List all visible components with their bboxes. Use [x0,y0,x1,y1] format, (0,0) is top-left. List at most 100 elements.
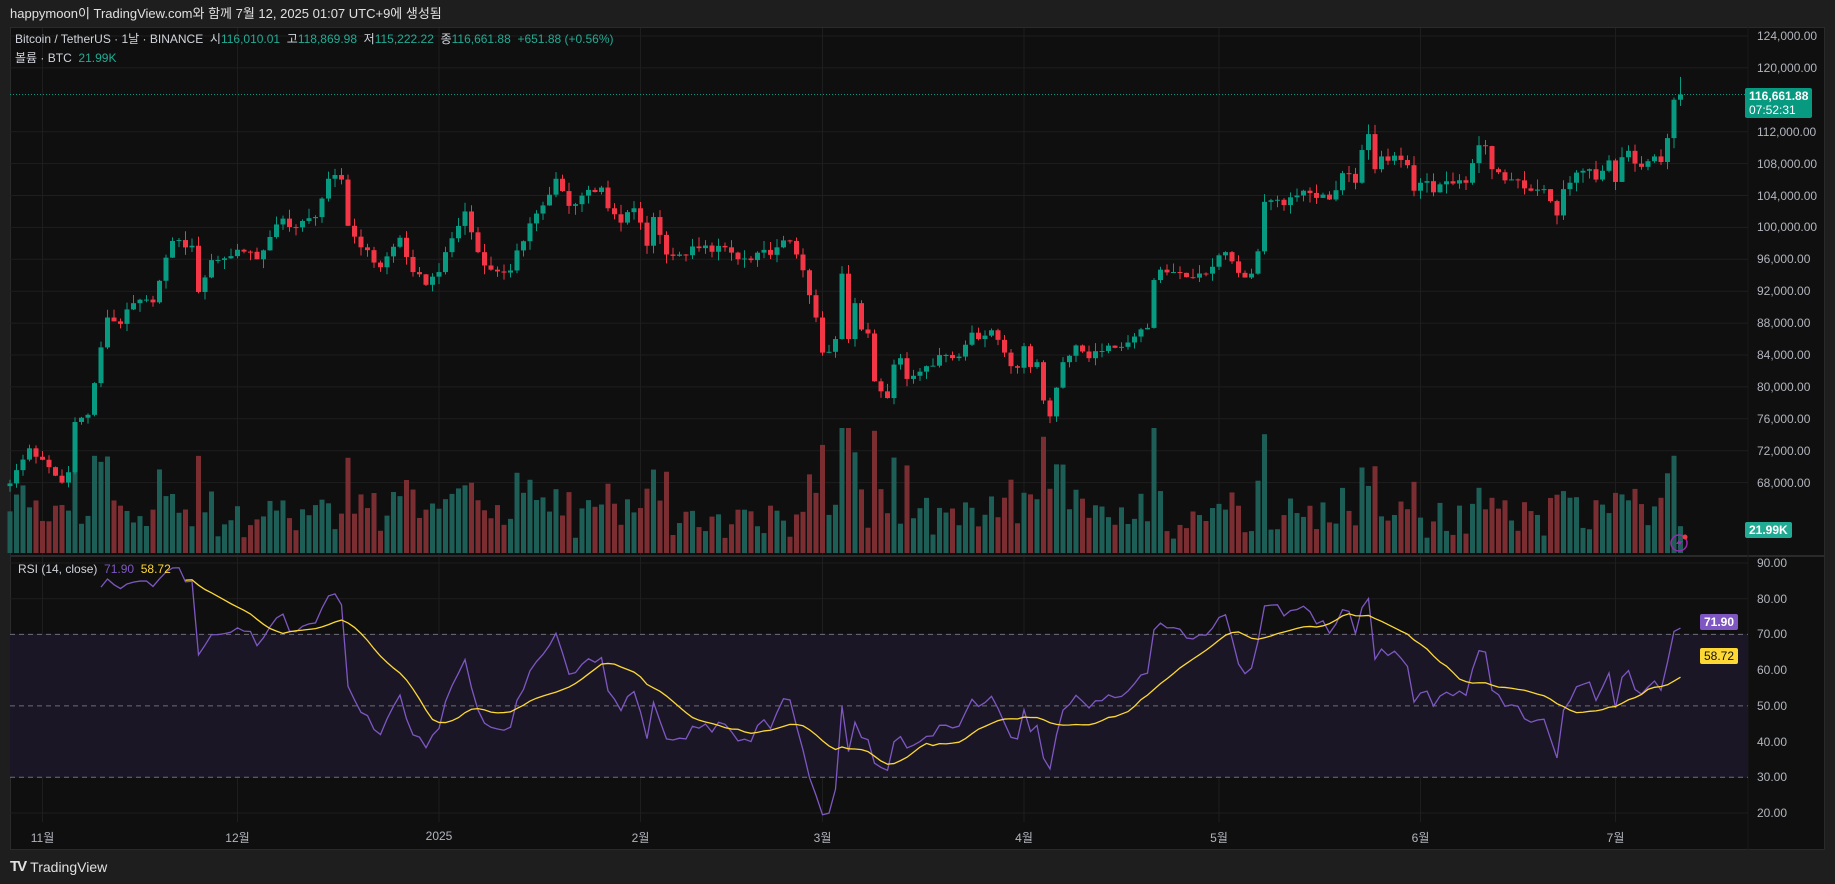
time-tick: 5월 [1210,831,1228,845]
candle-body [1359,150,1365,183]
candle-body [66,472,71,483]
candle-body [540,205,546,214]
candle-body [222,258,227,260]
candle-body [514,250,520,271]
volume-bar [131,522,136,553]
volume-bar [696,527,702,553]
volume-bar [748,511,754,553]
volume-bar [1424,537,1430,553]
low-label: 저 [363,32,375,46]
symbol-name[interactable]: Bitcoin / TetherUS · 1날 · BINANCE [15,32,204,46]
candle-body [852,303,858,340]
candle-body [722,245,728,248]
candle-body [657,217,663,235]
candle-body [144,299,149,301]
volume-bar [1086,517,1092,553]
candle-body [638,208,643,223]
tradingview-logo[interactable]: TV TradingView [10,858,107,875]
candle-body [1073,345,1079,356]
volume-bar [1028,494,1033,553]
change-value: +651.88 (+0.56%) [517,32,614,46]
candle-body [807,270,812,296]
volume-bar [1574,497,1579,553]
time-tick: 11월 [30,831,55,845]
candle-body [1515,179,1521,181]
volume-bar [1262,434,1267,553]
candle-body [748,258,754,261]
volume-bar [371,493,377,553]
candle-body [618,214,624,223]
price-tick: 68,000.00 [1757,475,1811,490]
candle-body [358,236,364,248]
volume-bar [1210,508,1215,553]
candle-body [696,246,702,249]
volume-bar [475,500,481,553]
volume-bar [560,515,565,553]
price-tick: 80,000.00 [1757,379,1811,394]
volume-bar [865,527,871,553]
volume-bar [1678,526,1683,553]
candle-body [1639,163,1644,167]
volume-bar [235,506,240,553]
volume-bar [1561,491,1566,553]
volume-bar [1444,530,1449,553]
volume-bar [1021,492,1027,553]
volume-bar [1593,500,1599,553]
rsi-label[interactable]: RSI (14, close) [18,562,98,576]
price-tick: 108,000.00 [1757,156,1818,171]
volume-bar [716,514,721,553]
candle-body [690,246,695,256]
candle-body [553,178,559,195]
candle-body [904,358,910,379]
candle-body [482,252,487,266]
candle-body [1002,339,1007,353]
volume-bar [391,492,396,553]
volume-bar [1203,520,1209,553]
volume-bar [1398,501,1404,553]
volume-bar [14,494,19,553]
volume-bar [742,509,747,553]
candle-body [384,256,390,268]
candle-body [1483,145,1488,147]
volume-bar [98,461,104,553]
rsi-ma-tag: 58.72 [1700,648,1739,664]
volume-bar [638,508,643,553]
volume-bar [1587,529,1592,553]
candle-body [976,332,981,340]
rsi-value-tag: 71.90 [1700,614,1739,630]
candle-body [436,272,442,277]
volume-bar [1171,538,1176,553]
volume-bar [66,510,71,553]
volume-bar [956,525,962,553]
candle-body [989,330,994,336]
price-tick: 76,000.00 [1757,411,1811,426]
candle-body [787,240,793,242]
candle-body [579,195,585,205]
candle-body [917,371,923,376]
candle-body [963,344,968,357]
volume-bar [885,513,890,553]
candle-body [1021,346,1027,368]
candle-body [1067,355,1072,363]
rsi-ma-value: 58.72 [140,562,171,576]
volume-bar [553,489,559,553]
volume-bar [1483,509,1488,553]
candle-body [1249,273,1254,278]
candle-body [891,364,897,399]
volume-bar [1470,503,1475,553]
volume-bar [1554,494,1560,553]
candle-body [443,252,448,273]
rsi-tick: 90.00 [1757,556,1788,570]
candle-body [729,247,734,253]
candle-body [280,218,286,225]
rsi-tick: 60.00 [1757,663,1788,678]
volume-label[interactable]: 볼륨 · BTC [15,51,72,65]
volume-bar [1379,516,1384,553]
volume-bar [813,492,819,553]
volume-bar [631,512,637,553]
volume-bar [1502,500,1508,553]
volume-bar [1119,507,1124,553]
candle-body [53,467,58,476]
candle-body [651,217,656,246]
